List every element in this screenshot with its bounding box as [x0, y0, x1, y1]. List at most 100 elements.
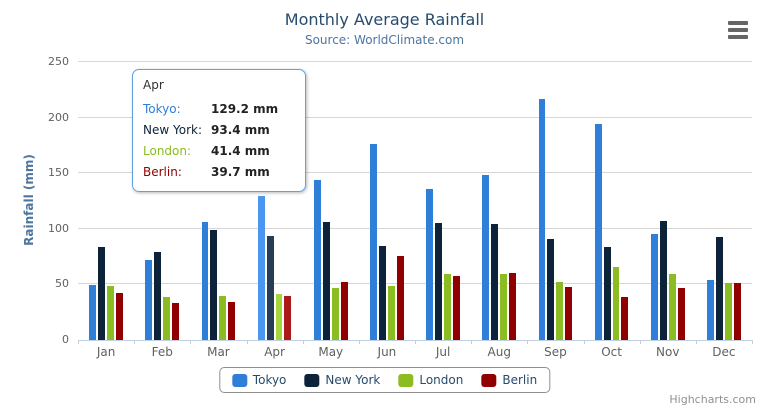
bar-berlin-nov[interactable]: [677, 288, 685, 340]
bar-group: [313, 62, 348, 340]
bar-berlin-aug[interactable]: [509, 273, 517, 340]
bar-tokyo-dec[interactable]: [707, 280, 714, 340]
hamburger-bar: [728, 21, 748, 25]
tooltip-row: New York: 93.4 mm: [143, 120, 295, 141]
legend-swatch-icon: [481, 373, 497, 387]
bar-tokyo-aug[interactable]: [482, 175, 490, 340]
plot-area: 0 50 100 150 200 250 Jan Feb Mar Apr May Jun Jul Aug S…: [48, 55, 753, 359]
bar-group: [482, 62, 517, 340]
x-axis-tick: [696, 340, 697, 344]
bar-tokyo-sep[interactable]: [538, 99, 546, 340]
hamburger-bar: [728, 28, 748, 32]
bar-new-york-jul[interactable]: [435, 223, 443, 340]
x-axis-tick: [640, 340, 641, 344]
x-axis-label: Jul: [435, 345, 451, 359]
bar-berlin-jan[interactable]: [115, 293, 123, 340]
bar-new-york-oct[interactable]: [603, 247, 611, 340]
bar-new-york-jun[interactable]: [378, 246, 386, 340]
bar-london-feb[interactable]: [163, 297, 171, 340]
legend: Tokyo New York London Berlin: [218, 367, 551, 393]
tooltip-series-label: Berlin:: [143, 165, 182, 179]
bar-group: [594, 62, 629, 340]
bar-berlin-dec[interactable]: [733, 283, 741, 340]
bar-group: [201, 62, 236, 340]
tooltip-row: London: 41.4 mm: [143, 141, 295, 162]
hamburger-bar: [728, 35, 748, 39]
bar-new-york-sep[interactable]: [547, 239, 555, 340]
bar-tokyo-jul[interactable]: [426, 189, 434, 340]
bar-berlin-feb[interactable]: [172, 303, 180, 340]
gridline: [78, 116, 752, 118]
tooltip-series-label: Tokyo:: [143, 102, 181, 116]
bar-london-mar[interactable]: [219, 296, 227, 340]
bar-group: [370, 62, 404, 340]
bar-berlin-oct[interactable]: [621, 297, 629, 340]
bar-london-jul[interactable]: [444, 274, 451, 340]
legend-label: Tokyo: [252, 373, 287, 387]
bar-london-aug[interactable]: [500, 274, 508, 340]
x-axis-tick: [415, 340, 416, 344]
x-axis-tick: [359, 340, 360, 344]
credits-link[interactable]: Highcharts.com: [669, 393, 756, 406]
bar-tokyo-oct[interactable]: [594, 124, 602, 340]
legend-item-london[interactable]: London: [398, 373, 463, 387]
x-axis-tick: [134, 340, 135, 344]
legend-item-berlin[interactable]: Berlin: [481, 373, 537, 387]
legend-swatch-icon: [398, 373, 414, 387]
bar-london-dec[interactable]: [724, 283, 732, 340]
bar-tokyo-jun[interactable]: [370, 144, 377, 340]
gridline: [78, 61, 752, 62]
x-axis-tick: [303, 340, 304, 344]
x-axis-tick: [752, 340, 753, 344]
tooltip-series-value: 129.2 mm: [211, 102, 279, 116]
bar-tokyo-mar[interactable]: [201, 222, 209, 340]
bar-berlin-jun[interactable]: [396, 256, 404, 340]
bar-tokyo-apr[interactable]: [257, 196, 265, 340]
bar-group: [145, 62, 180, 340]
hamburger-icon[interactable]: [727, 20, 749, 40]
tooltip-header: Apr: [143, 78, 164, 92]
bar-berlin-mar[interactable]: [228, 302, 236, 340]
bar-group: [650, 62, 685, 340]
x-axis-tick: [247, 340, 248, 344]
bar-tokyo-nov[interactable]: [650, 234, 658, 340]
bar-tokyo-feb[interactable]: [145, 260, 153, 340]
legend-item-new-york[interactable]: New York: [304, 373, 380, 387]
bar-group: [538, 62, 573, 340]
bar-london-jan[interactable]: [107, 286, 114, 340]
bar-new-york-aug[interactable]: [491, 224, 499, 340]
gridline: [78, 172, 752, 174]
bar-berlin-jul[interactable]: [452, 276, 460, 340]
bar-new-york-dec[interactable]: [715, 237, 723, 340]
x-axis-tick: [190, 340, 191, 344]
bar-berlin-apr[interactable]: [284, 296, 292, 340]
tooltip: Apr Tokyo: 129.2 mm New York: 93.4 mm London…: [132, 69, 306, 192]
bar-tokyo-jan[interactable]: [89, 285, 97, 340]
bar-new-york-feb[interactable]: [154, 252, 162, 340]
bar-new-york-mar[interactable]: [210, 230, 218, 340]
bar-group: [257, 62, 292, 340]
bar-berlin-sep[interactable]: [565, 287, 573, 340]
chart-title: Monthly Average Rainfall: [284, 10, 485, 29]
bar-london-oct[interactable]: [612, 267, 620, 340]
bar-new-york-apr[interactable]: [266, 236, 274, 340]
bar-london-may[interactable]: [331, 288, 339, 340]
x-axis-label: Apr: [264, 345, 285, 359]
y-axis-tick-label: 100: [48, 221, 69, 235]
bar-new-york-jan[interactable]: [98, 247, 106, 340]
bar-tokyo-may[interactable]: [313, 180, 321, 340]
y-axis-tick-label: 150: [48, 166, 69, 180]
y-axis-tick-label: 50: [55, 277, 69, 291]
x-axis-label: Dec: [712, 345, 736, 359]
bar-new-york-may[interactable]: [322, 222, 330, 340]
bar-new-york-nov[interactable]: [659, 221, 667, 340]
bar-london-jun[interactable]: [387, 286, 395, 340]
tooltip-series-value: 41.4 mm: [211, 144, 270, 158]
bar-london-sep[interactable]: [556, 282, 564, 340]
legend-item-tokyo[interactable]: Tokyo: [231, 373, 287, 387]
bar-london-nov[interactable]: [668, 274, 676, 340]
legend-label: Berlin: [502, 373, 538, 387]
bar-london-apr[interactable]: [275, 294, 283, 340]
bar-berlin-may[interactable]: [340, 282, 348, 340]
